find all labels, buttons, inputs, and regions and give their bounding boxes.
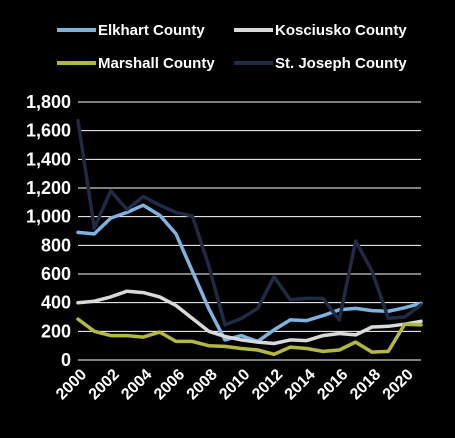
- legend-label-elkhart: Elkhart County: [98, 22, 205, 39]
- x-tick-label: 2016: [314, 366, 351, 403]
- x-tick-label: 2018: [347, 366, 384, 403]
- x-axis-tick-labels: 2000200220042006200820102012201420162018…: [53, 366, 417, 403]
- y-tick-label: 1,400: [26, 149, 71, 169]
- series-lines: [76, 118, 423, 357]
- x-tick-label: 2010: [216, 366, 253, 403]
- x-tick-label: 2020: [380, 366, 417, 403]
- y-tick-label: 400: [41, 293, 71, 313]
- series-line-kosciusko: [76, 289, 423, 346]
- y-tick-label: 1,600: [26, 121, 71, 141]
- legend-item-elkhart: Elkhart County: [57, 22, 205, 39]
- y-tick-label: 0: [61, 350, 71, 370]
- y-tick-label: 600: [41, 264, 71, 284]
- gridlines: [78, 101, 421, 361]
- legend-item-kosciusko: Kosciusko County: [234, 22, 407, 39]
- y-tick-label: 1,800: [26, 92, 71, 112]
- x-tick-label: 2000: [53, 366, 90, 403]
- legend: Elkhart County Kosciusko County Marshall…: [57, 22, 407, 72]
- y-tick-label: 1,200: [26, 178, 71, 198]
- y-tick-label: 1,000: [26, 207, 71, 227]
- y-tick-label: 800: [41, 235, 71, 255]
- legend-label-st-joseph: St. Joseph County: [275, 55, 407, 72]
- y-axis-tick-labels: 0 200 400 600 800 1,000 1,200 1,400 1,600 1,800: [26, 92, 71, 370]
- legend-item-st-joseph: St. Joseph County: [234, 55, 407, 72]
- x-tick-label: 2008: [184, 366, 221, 403]
- legend-label-marshall: Marshall County: [98, 55, 215, 72]
- legend-label-kosciusko: Kosciusko County: [275, 22, 407, 39]
- x-tick-label: 2002: [86, 366, 123, 403]
- series-line-elkhart: [76, 203, 423, 344]
- x-tick-label: 2014: [282, 366, 319, 403]
- legend-item-marshall: Marshall County: [57, 55, 215, 72]
- series-line-st-joseph: [76, 118, 423, 327]
- x-tick-label: 2006: [151, 366, 188, 403]
- y-tick-label: 200: [41, 321, 71, 341]
- x-tick-label: 2004: [118, 366, 155, 403]
- series-line-marshall: [76, 317, 423, 357]
- x-tick-label: 2012: [249, 366, 286, 403]
